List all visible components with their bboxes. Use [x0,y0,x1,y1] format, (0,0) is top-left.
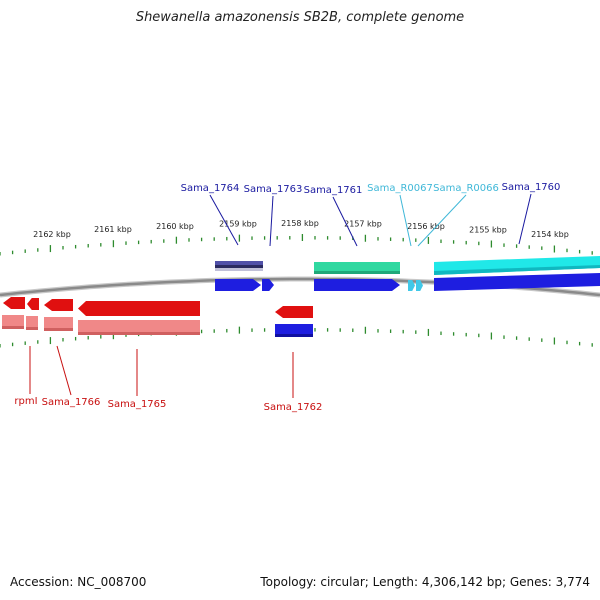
gene-label-sama-1760: Sama_1760 [502,182,561,193]
leader-sama-r0066 [417,194,467,247]
gene-arrow-sama-r0066 [416,280,423,291]
leader-sama-1766 [56,345,72,396]
gene-arrow-sama-1764 [215,279,261,291]
gene-label-sama-1765: Sama_1765 [108,399,167,410]
gene-label-sama-1763: Sama_1763 [244,184,303,195]
cds-bar-sama-1764-edge-body [215,268,263,271]
cds-bar-sama-1766-body [44,317,73,331]
gene-arrow-sama-1766 [44,299,73,311]
kbp-label: 2156 kbp [407,222,445,231]
cds-bar-sama-1762 [275,324,313,337]
cds-bar-rpmi-a-body [2,315,24,329]
cds-bar-sama-1761-shade [314,271,400,274]
kbp-label: 2155 kbp [469,225,507,234]
kbp-label: 2160 kbp [156,222,194,231]
gene-label-sama-r0067: Sama_R0067 [367,183,433,194]
cds-bar-sama-1765-body [78,320,200,335]
gene-arrow-sama-r0067 [408,280,415,291]
gene-arrow-rpmi-b [27,298,39,310]
gene-arrow-sama-1760 [434,273,600,291]
cds-bar-rpmi-b [26,316,38,330]
cds-bar-sama-1764 [215,261,263,268]
cds-bar-sama-1766 [44,317,73,331]
cds-bar-sama-1760-shade [434,265,600,275]
cds-bar-sama-1765 [78,320,200,335]
kbp-label: 2154 kbp [531,230,569,239]
cds-bar-rpmi-b-shade [26,327,38,330]
cds-bar-sama-1764-edge [215,268,263,271]
kbp-label: 2159 kbp [219,220,257,229]
cds-bar-sama-1766-shade [44,328,73,331]
kbp-label: 2158 kbp [281,219,319,228]
cds-bar-rpmi-b-body [26,316,38,330]
gene-label-sama-1761: Sama_1761 [304,185,363,196]
kbp-label: 2162 kbp [33,230,71,239]
cds-bar-sama-1761 [314,262,400,274]
cds-bar-sama-1764-body [215,261,263,268]
leader-sama-1764 [209,194,239,246]
kbp-label: 2157 kbp [344,220,382,229]
gene-arrow-sama-1762 [275,306,313,318]
gene-label-sama-1762: Sama_1762 [264,402,323,413]
gene-arrow-sama-1765 [78,301,200,316]
cds-bar-rpmi-a-shade [2,326,24,329]
cds-bar-sama-1765-shade [78,332,200,335]
cds-bar-sama-1764-shade [215,265,263,268]
gene-arrow-rpmi-a [3,297,25,309]
cds-bar-rpmi-a [2,315,24,329]
cds-bar-sama-1762-body [275,324,313,337]
kbp-label: 2161 kbp [94,225,132,234]
genome-summary: Topology: circular; Length: 4,306,142 bp… [260,575,590,589]
leader-sama-1761 [332,196,358,247]
gene-arrow-sama-1761 [314,279,400,291]
gene-label-sama-1766: Sama_1766 [42,397,101,408]
gene-label-sama-r0066: Sama_R0066 [433,183,499,194]
leader-sama-1760 [518,193,532,245]
gene-arrow-sama-1763 [262,279,274,291]
leader-sama-1763 [269,195,274,247]
gene-label-sama-1764: Sama_1764 [181,183,240,194]
gene-label-rpmi: rpmI [14,396,37,407]
leader-sama-r0067 [399,194,412,247]
accession-text: Accession: NC_008700 [10,575,147,589]
map-title: Shewanella amazonensis SB2B, complete ge… [135,10,465,25]
cds-bar-sama-1762-shade [275,334,313,337]
